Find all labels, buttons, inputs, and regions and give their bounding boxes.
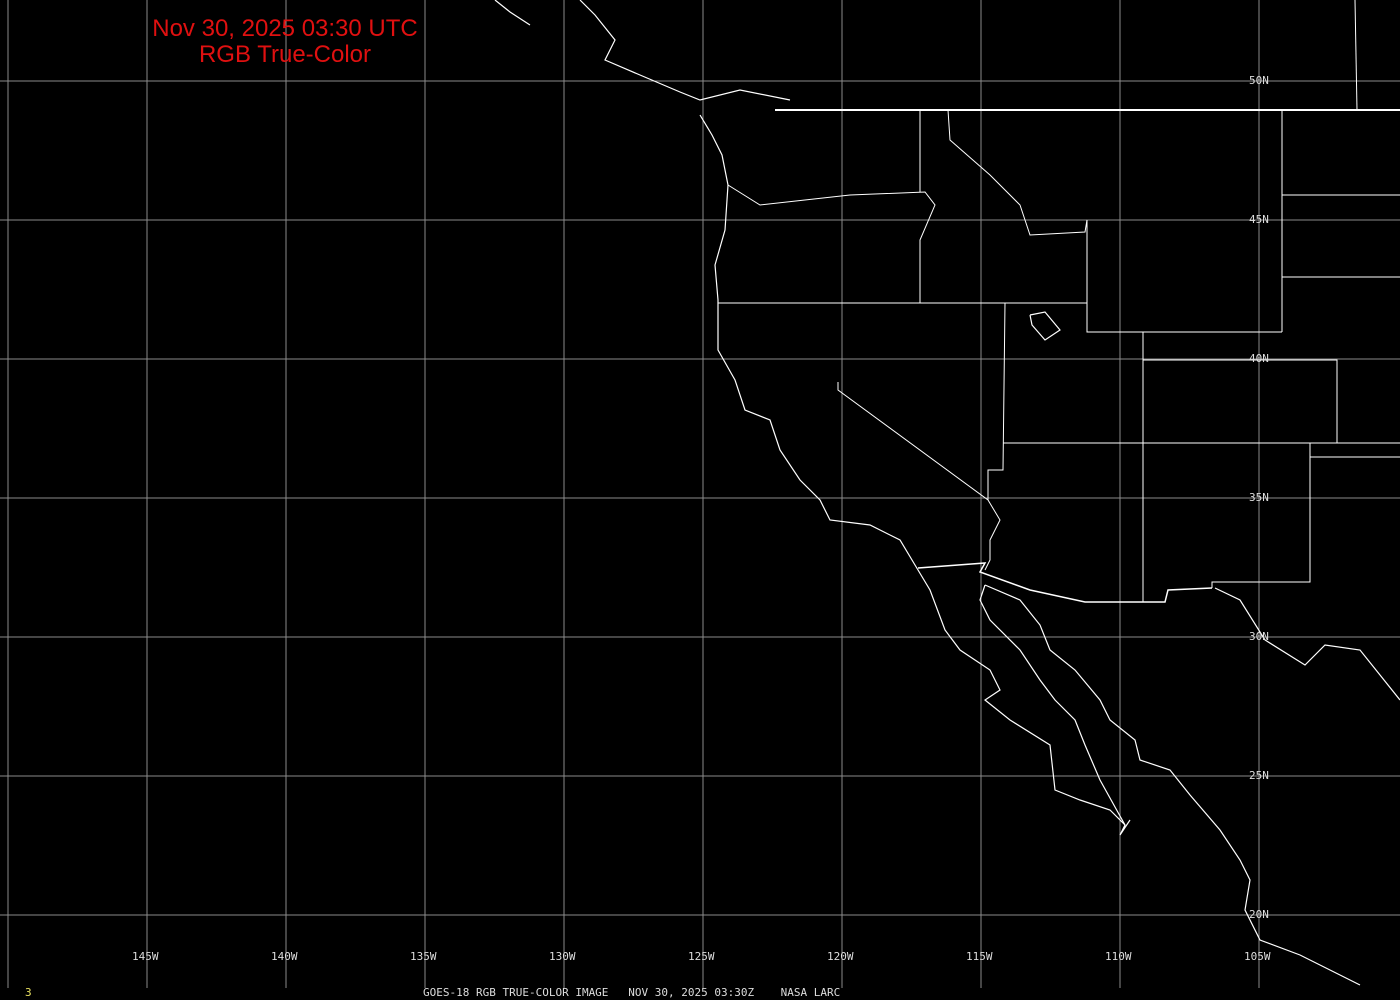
wyoming-border	[1086, 220, 1282, 333]
longitude-label: 130W	[549, 950, 576, 963]
longitude-label: 110W	[1105, 950, 1132, 963]
wa-or-border	[727, 184, 936, 303]
longitude-label: 145W	[132, 950, 159, 963]
latitude-label: 35N	[1249, 491, 1269, 504]
map-title-product: RGB True-Color	[198, 41, 372, 68]
mexico-west-coast	[984, 584, 1361, 986]
new-mexico-border	[1211, 443, 1311, 588]
frame-number: 3	[25, 986, 32, 999]
longitude-label: 120W	[827, 950, 854, 963]
image-caption: GOES-18 RGB TRUE-COLOR IMAGE NOV 30, 202…	[423, 986, 841, 999]
mexico-north-coast	[1214, 587, 1400, 701]
latitude-label: 25N	[1249, 769, 1269, 782]
longitude-label: 105W	[1244, 950, 1271, 963]
nevada-east-border	[987, 302, 1006, 500]
map-title-datetime: Nov 30, 2025 03:30 UTC	[152, 15, 418, 42]
west-coast	[699, 114, 1131, 836]
us-mexico-border	[917, 562, 1213, 603]
border	[1354, 0, 1358, 111]
idaho-montana-border	[947, 109, 1088, 236]
longitude-label: 140W	[271, 950, 298, 963]
longitude-label: 125W	[688, 950, 715, 963]
coastlines	[494, 0, 1400, 986]
latitude-label: 50N	[1249, 74, 1269, 87]
latitude-label: 40N	[1249, 352, 1269, 365]
canada-coast	[579, 0, 791, 101]
ca-nv-border	[837, 382, 1001, 571]
island	[1029, 311, 1061, 341]
colorado-border	[1143, 359, 1338, 443]
latitude-label: 20N	[1249, 908, 1269, 921]
borders	[718, 0, 1400, 603]
latitude-label: 45N	[1249, 213, 1269, 226]
baja-gulf-coast	[979, 584, 1126, 826]
longitude-label: 135W	[410, 950, 437, 963]
longitude-label: 115W	[966, 950, 993, 963]
latitude-label: 30N	[1249, 630, 1269, 643]
canada-coast	[494, 0, 531, 26]
utah-border	[1087, 331, 1144, 602]
